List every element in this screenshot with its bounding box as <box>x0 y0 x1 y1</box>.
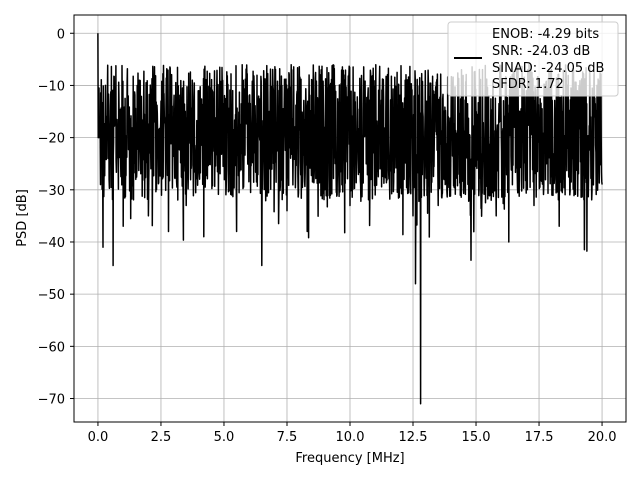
legend-box <box>447 21 619 97</box>
y-axis-label: PSD [dB] <box>15 189 30 247</box>
x-axis-label: Frequency [MHz] <box>295 451 404 466</box>
legend: ENOB: -4.29 bits SNR: -24.03 dB SINAD: -… <box>447 21 619 97</box>
x-axis-ticks: 0.0 2.5 5.0 7.5 10.0 12.5 15.0 17.5 20.0 <box>88 422 617 445</box>
y-tick-label: −60 <box>38 340 65 355</box>
y-tick-label: −20 <box>38 132 65 147</box>
legend-line-3: SINAD: -24.05 dB <box>492 61 604 76</box>
x-tick-label: 2.5 <box>151 430 172 445</box>
legend-line-2: SNR: -24.03 dB <box>492 44 590 59</box>
y-tick-label: −40 <box>38 236 65 251</box>
y-tick-label: −70 <box>38 393 65 408</box>
legend-line-1: ENOB: -4.29 bits <box>492 27 599 42</box>
y-axis-ticks: 0 −10 −20 −30 −40 −50 −60 −70 <box>38 27 74 408</box>
x-tick-label: 15.0 <box>462 430 491 445</box>
x-tick-label: 20.0 <box>588 430 617 445</box>
x-tick-label: 7.5 <box>277 430 298 445</box>
y-tick-label: 0 <box>57 27 65 42</box>
x-tick-label: 5.0 <box>214 430 235 445</box>
y-tick-label: −50 <box>38 288 65 303</box>
y-tick-label: −30 <box>38 184 65 199</box>
legend-line-4: SFDR: 1.72 <box>492 77 564 92</box>
x-tick-label: 10.0 <box>336 430 365 445</box>
x-tick-label: 17.5 <box>525 430 554 445</box>
y-tick-label: −10 <box>38 79 65 94</box>
x-tick-label: 12.5 <box>399 430 428 445</box>
x-tick-label: 0.0 <box>88 430 109 445</box>
